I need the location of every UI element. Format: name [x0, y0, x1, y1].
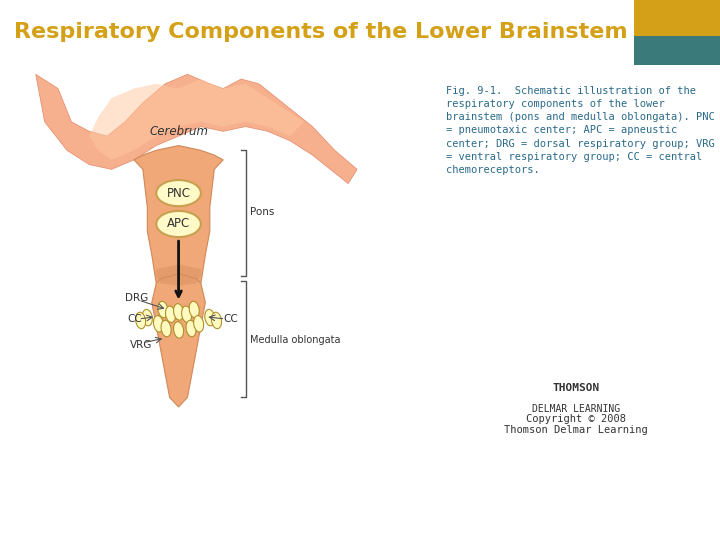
Text: PNC: PNC — [166, 187, 191, 200]
Ellipse shape — [143, 309, 153, 326]
Text: DELMAR LEARNING: DELMAR LEARNING — [532, 404, 620, 414]
Text: DRG: DRG — [125, 293, 148, 302]
Bar — [634, 0, 684, 65]
Bar — [684, 0, 720, 65]
Polygon shape — [152, 274, 205, 407]
Text: Cerebrum: Cerebrum — [149, 125, 208, 138]
Ellipse shape — [166, 306, 176, 322]
Text: Pons: Pons — [250, 207, 274, 217]
Text: CC: CC — [127, 314, 142, 324]
Ellipse shape — [161, 320, 171, 337]
Ellipse shape — [189, 301, 199, 318]
Ellipse shape — [194, 315, 204, 332]
Ellipse shape — [181, 306, 192, 322]
Text: Fig. 9-1.  Schematic illustration of the respiratory components of the lower bra: Fig. 9-1. Schematic illustration of the … — [446, 86, 715, 175]
Text: Respiratory Components of the Lower Brainstem: Respiratory Components of the Lower Brai… — [14, 22, 628, 43]
Ellipse shape — [174, 322, 184, 338]
Ellipse shape — [135, 312, 145, 329]
Bar — [684, 36, 720, 65]
Ellipse shape — [156, 211, 201, 237]
Ellipse shape — [156, 180, 201, 206]
Polygon shape — [134, 146, 223, 284]
Ellipse shape — [174, 303, 184, 320]
Text: THOMSON: THOMSON — [552, 383, 600, 393]
Ellipse shape — [153, 315, 163, 332]
Text: APC: APC — [167, 218, 190, 231]
Ellipse shape — [212, 312, 222, 329]
Polygon shape — [156, 265, 201, 286]
Text: Medulla oblongata: Medulla oblongata — [250, 335, 341, 346]
Ellipse shape — [204, 309, 215, 326]
Polygon shape — [89, 79, 304, 160]
Text: VRG: VRG — [130, 340, 152, 350]
Text: Copyright © 2008
Thomson Delmar Learning: Copyright © 2008 Thomson Delmar Learning — [504, 414, 648, 435]
Text: CC: CC — [223, 314, 238, 324]
Ellipse shape — [186, 320, 196, 337]
Polygon shape — [36, 75, 357, 184]
Ellipse shape — [158, 301, 168, 318]
Bar — [634, 36, 684, 65]
